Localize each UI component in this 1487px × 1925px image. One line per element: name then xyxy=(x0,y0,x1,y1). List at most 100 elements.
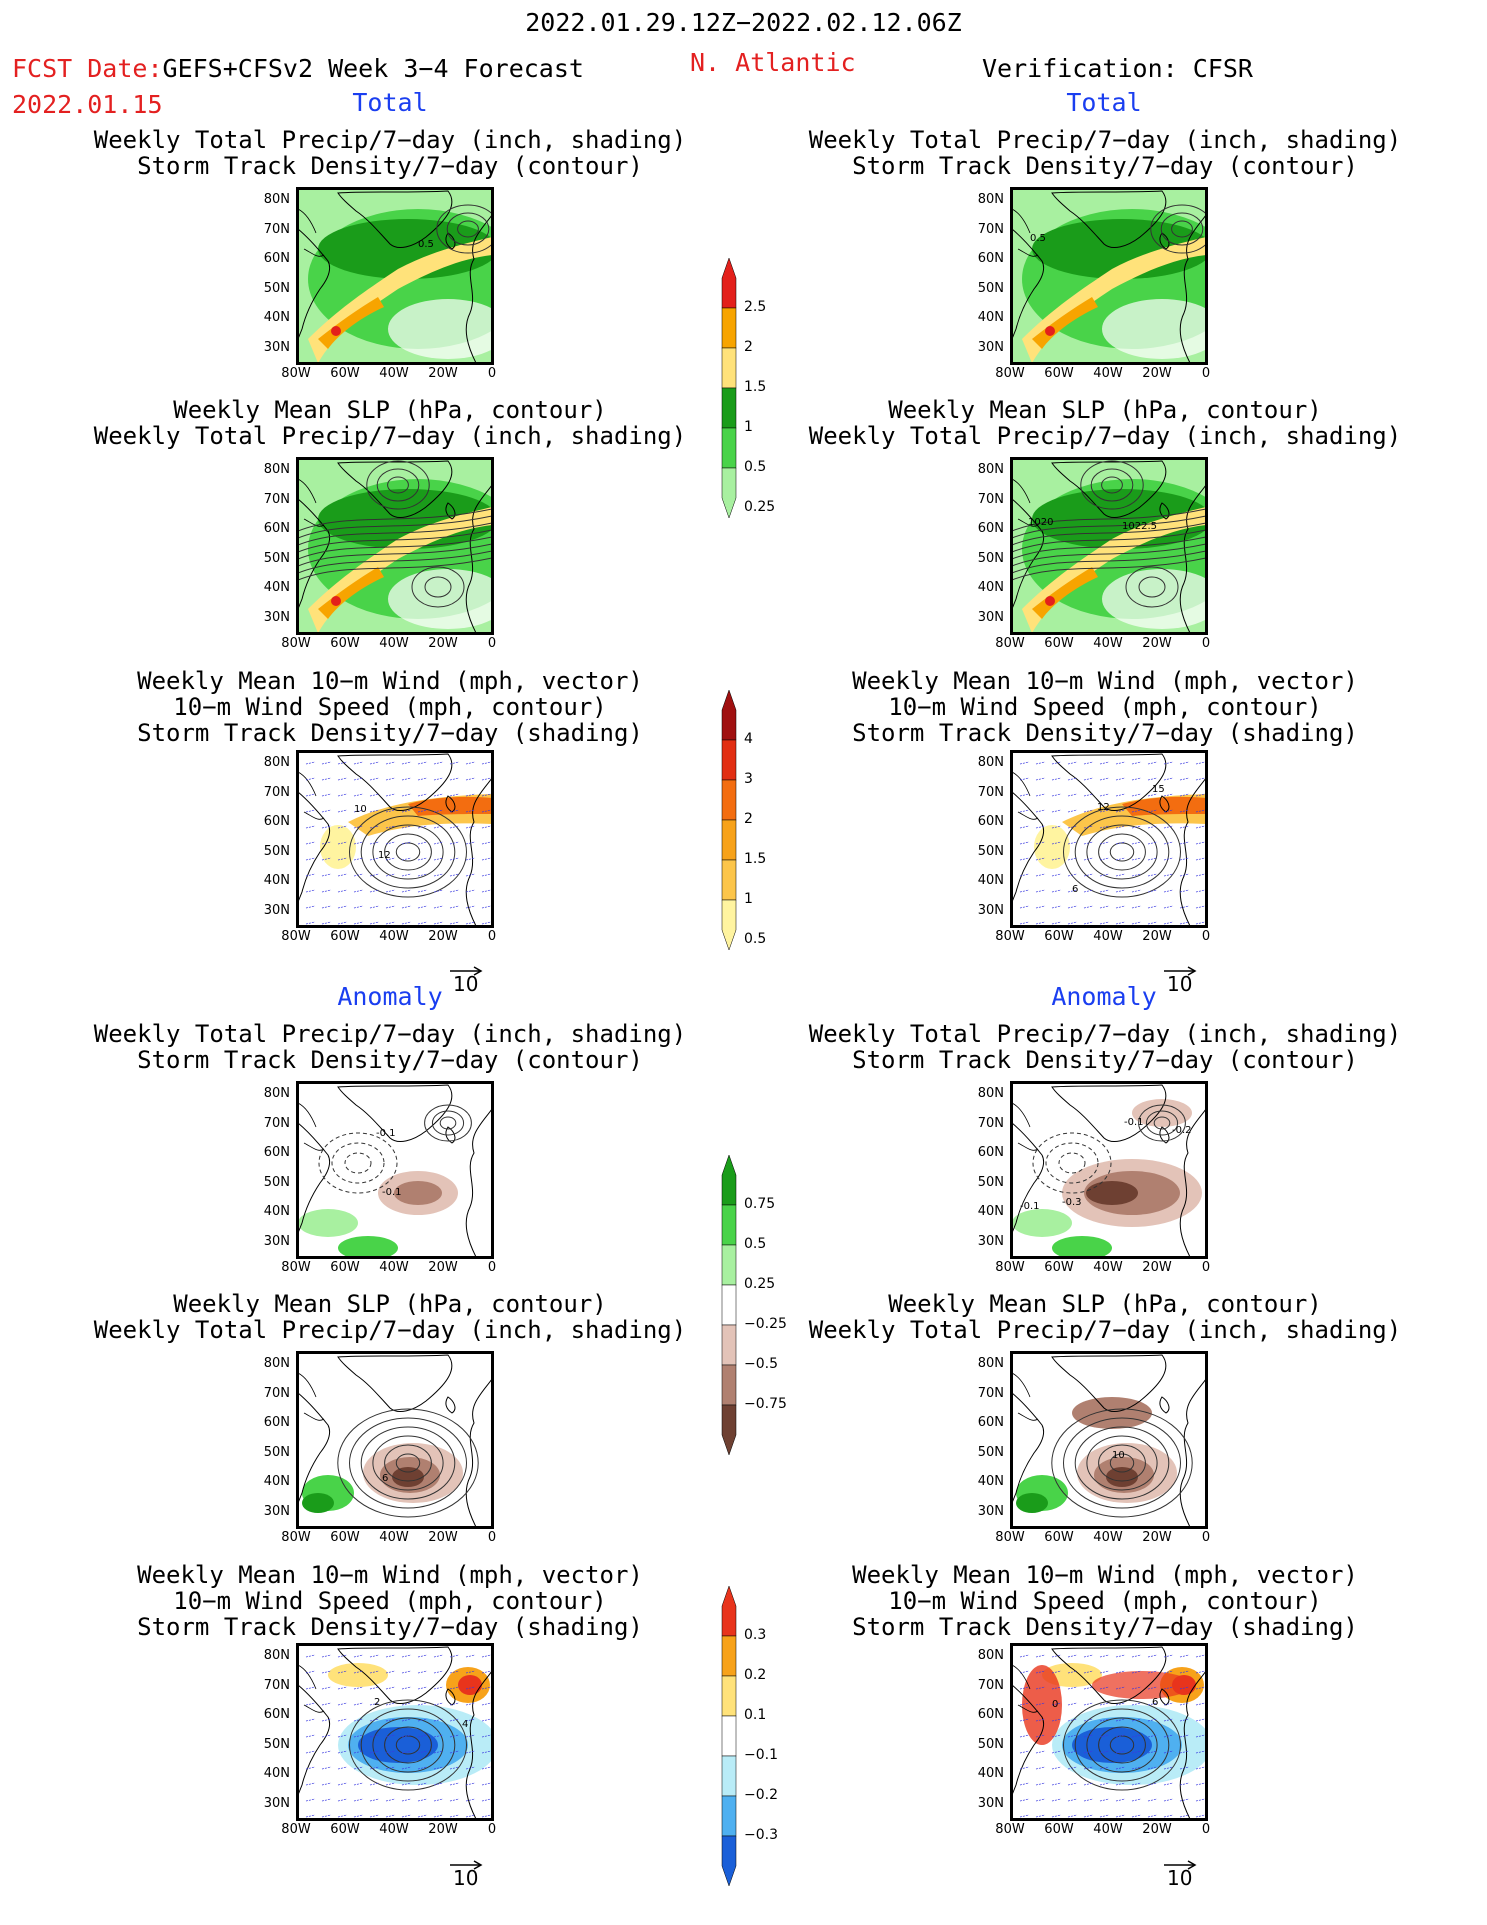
colorbar-tick-label: 0.25 xyxy=(744,499,776,515)
lon-tick-label: 60W xyxy=(1044,929,1074,944)
contour-label: 0.5 xyxy=(418,239,434,250)
lon-tick-label: 0 xyxy=(487,929,497,944)
lat-tick-label: 30N xyxy=(263,1233,290,1249)
lon-tick-label: 0 xyxy=(487,1530,497,1545)
title-line: Weekly Total Precip/7−day (inch, shading… xyxy=(93,1316,687,1344)
lon-tick-label: 40W xyxy=(1093,1822,1123,1837)
lat-tick-label: 80N xyxy=(977,755,1004,770)
lat-tick-label: 50N xyxy=(263,843,290,859)
vector-reference-label: 10 xyxy=(453,1866,479,1890)
title-line: Storm Track Density/7−day (shading) xyxy=(137,719,643,747)
map-precip-right: 0.5 xyxy=(1010,187,1208,365)
lon-tick-label: 80W xyxy=(995,366,1025,381)
lon-tick-label: 80W xyxy=(281,636,311,651)
title-line: Weekly Mean SLP (hPa, contour) xyxy=(173,1290,607,1318)
lon-tick-label: 20W xyxy=(1142,636,1172,651)
lat-tick-label: 80N xyxy=(977,462,1004,477)
lat-tick-label: 60N xyxy=(977,1415,1004,1430)
lon-tick-label: 60W xyxy=(330,1260,360,1275)
colorbar-tick-label: 0.5 xyxy=(744,459,767,475)
title-line: Weekly Total Precip/7−day (inch, shading… xyxy=(93,126,687,154)
title-line: Weekly Mean 10−m Wind (mph, vector) xyxy=(852,1561,1358,1589)
map-plot: 6 xyxy=(298,1353,492,1527)
title-line: 10−m Wind Speed (mph, contour) xyxy=(888,1587,1322,1615)
lon-tick-label: 20W xyxy=(1142,1822,1172,1837)
colorbar-tick-label: −0.2 xyxy=(744,1787,778,1803)
lat-tick-label: 50N xyxy=(977,843,1004,859)
colorbar-tick-label: −0.25 xyxy=(744,1316,787,1332)
lon-tick-label: 60W xyxy=(330,1822,360,1837)
title-line: Weekly Total Precip/7−day (inch, shading… xyxy=(808,422,1402,450)
lat-tick-label: 60N xyxy=(263,814,290,829)
lat-tick-label: 30N xyxy=(263,902,290,918)
title-line: Storm Track Density/7−day (contour) xyxy=(137,1046,643,1074)
lon-tick-label: 20W xyxy=(428,1530,458,1545)
title-line: Weekly Mean 10−m Wind (mph, vector) xyxy=(852,667,1358,695)
lat-tick-label: 60N xyxy=(977,1145,1004,1160)
lon-tick-label: 80W xyxy=(995,929,1025,944)
lat-tick-label: 70N xyxy=(263,1677,290,1693)
map-plot: 12 15 6 xyxy=(1012,752,1206,926)
colorbar-tick-label: 1.5 xyxy=(744,851,767,867)
lat-tick-label: 40N xyxy=(977,580,1004,595)
lat-tick-label: 40N xyxy=(263,1474,290,1489)
contour-label: 15 xyxy=(1152,784,1165,795)
contour-label: 1022.5 xyxy=(1122,521,1157,532)
section-total-left: Total xyxy=(352,88,428,117)
colorbar-storm-anom xyxy=(721,1585,737,1887)
lon-tick-label: 80W xyxy=(281,929,311,944)
lat-tick-label: 40N xyxy=(263,1766,290,1781)
title-line: Storm Track Density/7−day (shading) xyxy=(137,1613,643,1641)
colorbar-tick-label: −0.5 xyxy=(744,1356,778,1372)
lat-tick-label: 40N xyxy=(263,873,290,888)
map-wind-right: 12 15 6 xyxy=(1010,750,1208,928)
title-slp-precip-total-right: Weekly Mean SLP (hPa, contour) Weekly To… xyxy=(755,397,1455,449)
colorbar-tick-label: 1 xyxy=(744,419,753,435)
lat-tick-label: 70N xyxy=(977,491,1004,507)
lat-tick-label: 40N xyxy=(977,1204,1004,1219)
contour-label: 12 xyxy=(378,850,391,861)
section-anomaly-right: Anomaly xyxy=(1051,982,1157,1011)
lon-tick-label: 40W xyxy=(1093,929,1123,944)
lon-tick-label: 40W xyxy=(379,366,409,381)
lat-tick-label: 70N xyxy=(263,784,290,800)
contour-label: -0.1 xyxy=(1124,1117,1144,1128)
lat-tick-label: 60N xyxy=(263,251,290,266)
lat-tick-label: 80N xyxy=(263,1086,290,1101)
title-slp-precip-anom-left: Weekly Mean SLP (hPa, contour) Weekly To… xyxy=(40,1291,740,1343)
section-anomaly-left: Anomaly xyxy=(337,982,443,1011)
lat-tick-label: 60N xyxy=(263,521,290,536)
map-slp-left xyxy=(296,457,494,635)
title-slp-precip-total-left: Weekly Mean SLP (hPa, contour) Weekly To… xyxy=(40,397,740,449)
title-line: Storm Track Density/7−day (contour) xyxy=(852,152,1358,180)
title-line: Weekly Mean SLP (hPa, contour) xyxy=(888,396,1322,424)
contour-label: 12 xyxy=(1097,802,1110,813)
fcst-date-label: FCST Date: xyxy=(12,54,163,83)
lat-tick-label: 40N xyxy=(977,310,1004,325)
vector-reference-total-left xyxy=(450,962,486,981)
section-total-right: Total xyxy=(1066,88,1142,117)
lon-tick-label: 80W xyxy=(281,1822,311,1837)
model-label: GEFS+CFSv2 Week 3−4 Forecast xyxy=(162,54,584,83)
title-line: Storm Track Density/7−day (contour) xyxy=(137,152,643,180)
lat-tick-label: 80N xyxy=(263,755,290,770)
lat-tick-label: 80N xyxy=(263,1356,290,1371)
contour-label: 4 xyxy=(462,1719,468,1730)
lat-tick-label: 70N xyxy=(977,1115,1004,1131)
colorbar-precip-anom xyxy=(721,1154,737,1456)
contour-label: 6 xyxy=(1072,884,1078,895)
lon-tick-label: 60W xyxy=(1044,366,1074,381)
lat-tick-label: 70N xyxy=(263,1385,290,1401)
lon-tick-label: 60W xyxy=(1044,1260,1074,1275)
title-wind-storm-anom-left: Weekly Mean 10−m Wind (mph, vector) 10−m… xyxy=(40,1562,740,1640)
arrow-right-icon xyxy=(450,966,483,976)
title-line: Storm Track Density/7−day (contour) xyxy=(852,1046,1358,1074)
lat-tick-label: 30N xyxy=(263,339,290,355)
colorbar-tick-label: 0.3 xyxy=(744,1627,767,1643)
lat-tick-label: 50N xyxy=(263,280,290,296)
lat-tick-label: 60N xyxy=(977,1707,1004,1722)
title-precip-storm-total-left: Weekly Total Precip/7−day (inch, shading… xyxy=(40,127,740,179)
